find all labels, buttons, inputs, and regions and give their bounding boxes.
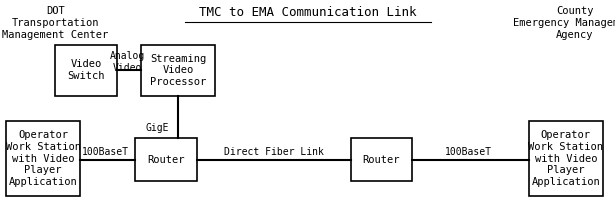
Text: Operator
Work Station
with Video
Player
Application: Operator Work Station with Video Player …	[528, 131, 603, 187]
Text: Operator
Work Station
with Video
Player
Application: Operator Work Station with Video Player …	[6, 131, 81, 187]
Text: DOT
Transportation
Management Center: DOT Transportation Management Center	[2, 6, 108, 40]
Bar	[351, 138, 412, 181]
Text: Router: Router	[148, 155, 184, 165]
Bar	[529, 121, 603, 196]
Text: 100BaseT: 100BaseT	[82, 147, 129, 157]
Bar	[6, 121, 80, 196]
Text: County
Emergency Management
Agency: County Emergency Management Agency	[512, 6, 615, 40]
Text: TMC to EMA Communication Link: TMC to EMA Communication Link	[199, 6, 416, 19]
Bar	[55, 45, 117, 96]
Text: Analog
Video: Analog Video	[110, 51, 146, 73]
Text: GigE: GigE	[145, 123, 169, 133]
Text: Video
Switch: Video Switch	[68, 59, 105, 81]
Bar	[141, 45, 215, 96]
Text: Direct Fiber Link: Direct Fiber Link	[224, 147, 323, 157]
Text: 100BaseT: 100BaseT	[445, 147, 492, 157]
Text: Streaming
Video
Processor: Streaming Video Processor	[150, 54, 207, 87]
Bar	[135, 138, 197, 181]
Text: Router: Router	[363, 155, 400, 165]
